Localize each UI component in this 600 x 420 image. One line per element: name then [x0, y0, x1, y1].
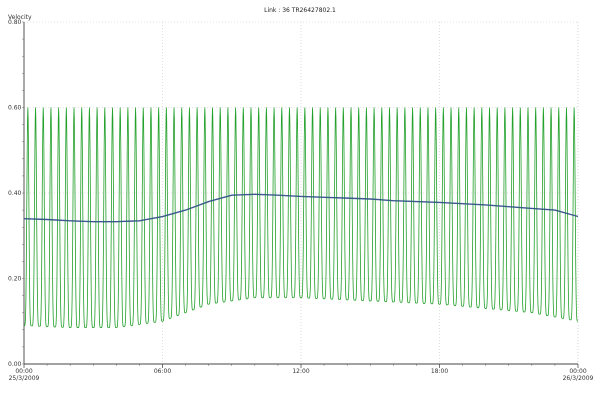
y-tick-label: 0.00 [8, 361, 22, 368]
x-tick-time: 00:00 [15, 368, 32, 375]
velocity-oscillation-line [23, 107, 579, 329]
x-tick-time: 06:00 [154, 368, 171, 375]
axes [22, 21, 579, 368]
y-tick-label: 0.40 [8, 190, 22, 197]
x-tick-time: 00:00 [569, 368, 586, 375]
x-tick-time: 12:00 [292, 368, 309, 375]
chart-title: Link : 36 TR26427802.1 [264, 7, 336, 14]
y-axis-label: Velocity [8, 14, 32, 21]
x-tick-date: 25/3/2009 [9, 375, 40, 382]
y-tick-label: 0.80 [8, 19, 22, 26]
y-tick-label: 0.60 [8, 105, 22, 112]
y-tick-label: 0.20 [8, 276, 22, 283]
x-tick-date: 26/3/2009 [563, 375, 594, 382]
velocity-mean-line [23, 193, 579, 223]
y-tick-labels: 0.00 0.20 0.40 0.60 0.80 [8, 19, 22, 368]
x-tick-time: 18:00 [431, 368, 448, 375]
grid-lines [24, 21, 578, 364]
